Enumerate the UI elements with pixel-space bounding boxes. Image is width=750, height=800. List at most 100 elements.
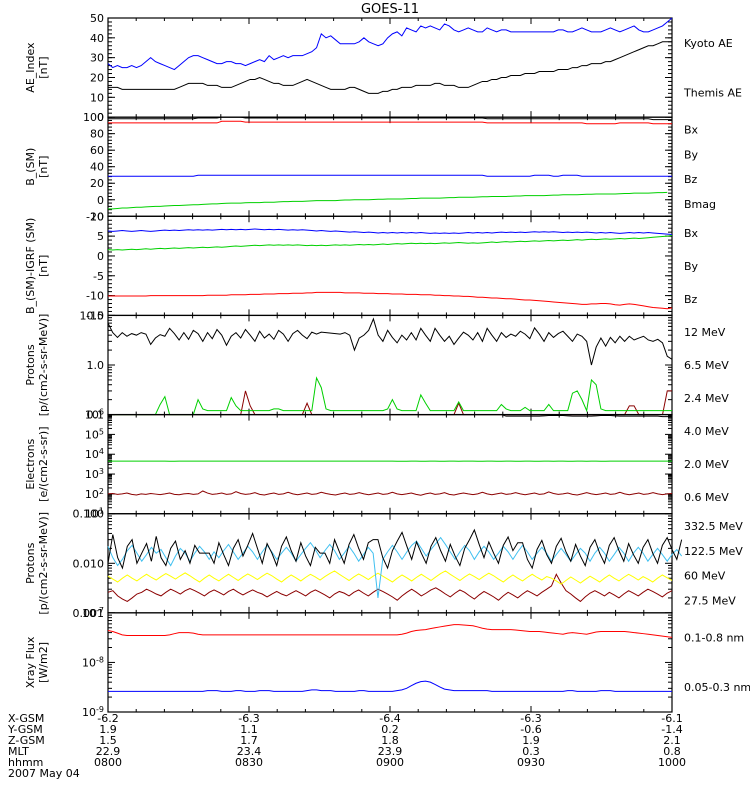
y-axis-label: B_(SM) xyxy=(24,148,37,186)
panel-frame xyxy=(107,612,673,713)
y-tick-label: 103 xyxy=(85,467,104,481)
panel-frame xyxy=(107,513,673,614)
axis-row-value: 1.9 xyxy=(99,723,117,736)
axis-row-value: 22.9 xyxy=(96,745,121,758)
y-tick-label: 100 xyxy=(83,111,104,124)
y-tick-label: 10.0 xyxy=(80,309,105,322)
y-axis-label: [nT] xyxy=(37,255,50,277)
series-line-0-1-0-8-nm xyxy=(107,624,673,638)
axis-row-value: -6.3 xyxy=(520,712,541,725)
series-line-2-4-mev xyxy=(107,317,673,366)
axis-row-value: 0.8 xyxy=(663,745,681,758)
y-tick-label: 0.100 xyxy=(73,508,105,521)
y-tick-label: -5 xyxy=(93,270,104,283)
axis-row-value: 0.2 xyxy=(381,723,399,736)
y-axis-label: [nT] xyxy=(37,156,50,178)
legend-label-2-0-mev: 2.0 MeV xyxy=(684,458,729,471)
series-line-60-mev xyxy=(107,536,683,598)
legend-label-0-1-0-8-nm: 0.1-0.8 nm xyxy=(684,632,744,645)
legend-label-122-5-mev: 122.5 MeV xyxy=(684,545,743,558)
y-tick-label: 10-7 xyxy=(82,606,104,620)
axis-row-label-mlt: MLT xyxy=(8,745,29,758)
y-tick-label: 30 xyxy=(90,52,104,65)
axis-row-value: -6.1 xyxy=(661,712,682,725)
series-line-bmag xyxy=(108,116,672,121)
series-line-bz xyxy=(108,291,673,310)
y-axis-label: Protons xyxy=(24,542,37,583)
legend-label-bmag: Bmag xyxy=(684,198,716,211)
y-tick-label: 0 xyxy=(97,250,104,263)
y-tick-label: 80 xyxy=(90,128,104,141)
panel-protons-low: 0.1 1.0 10.0 Protons [p/(cm2-s-sr-MeV)] 12 Me… xyxy=(24,309,729,421)
axis-row-value: 1.5 xyxy=(99,734,117,747)
y-tick-label: 10-8 xyxy=(82,655,104,669)
y-axis-label: AE_Index xyxy=(24,42,37,93)
y-axis-label: Electrons xyxy=(24,438,37,489)
series-line-122-5-mev xyxy=(107,570,673,585)
axis-row-label-z-gsm: Z-GSM xyxy=(8,734,45,747)
axis-row-value: 0800 xyxy=(94,756,122,769)
legend-label-0-05-0-3-nm: 0.05-0.3 nm xyxy=(684,681,750,694)
series-line-bx xyxy=(108,174,672,177)
legend-label-12-mev: 12 MeV xyxy=(684,326,726,339)
y-tick-label: 20 xyxy=(90,71,104,84)
y-axis-label: [nT] xyxy=(37,56,50,78)
series-line-4-0-mev xyxy=(107,490,673,496)
y-tick-label: 40 xyxy=(90,161,104,174)
y-tick-label: 0.001 xyxy=(73,607,105,620)
axis-row-label-hhmm: hhmm xyxy=(8,756,43,769)
series-line-0-6-mev xyxy=(108,414,672,418)
y-axis-label: Protons xyxy=(24,344,37,385)
legend-label-2-4-mev: 2.4 MeV xyxy=(684,392,729,405)
series-line-by xyxy=(107,234,673,251)
y-tick-label: 105 xyxy=(85,427,104,441)
axis-row-value: 1.8 xyxy=(381,734,399,747)
legend-label-bz: Bz xyxy=(684,173,698,186)
y-tick-label: 0 xyxy=(97,111,104,124)
axis-row-value: 2.1 xyxy=(663,734,681,747)
axis-row-value: 23.4 xyxy=(237,745,262,758)
y-tick-label: 1.0 xyxy=(87,359,105,372)
panel-b-sm-igrf: -15 -10 -5 0 5 10 B_(SM)-IGRF (SM) [nT] Bx By Bz xyxy=(24,210,699,322)
legend-label-by: By xyxy=(684,260,699,273)
y-tick-label: 106 xyxy=(85,408,104,422)
axis-row-value: 1.1 xyxy=(240,723,258,736)
y-tick-label: 50 xyxy=(90,12,104,25)
y-tick-label: 10 xyxy=(90,91,104,104)
y-tick-label: 101 xyxy=(85,507,104,521)
axis-row-label-y-gsm: Y-GSM xyxy=(7,723,43,736)
y-tick-label: 104 xyxy=(85,447,104,461)
y-tick-label: -10 xyxy=(86,290,104,303)
bottom-axis-annotations: X-GSM -6.2 -6.3 -6.4 -6.3 -6.1 Y-GSM 1.9 1.1 0.2 -… xyxy=(7,712,686,780)
panel-frame xyxy=(107,215,673,317)
axis-row-value: 0930 xyxy=(517,756,545,769)
y-axis-label: [p/(cm2-s-sr-MeV)] xyxy=(37,314,50,417)
series-line-bx xyxy=(107,228,673,236)
panel-frame xyxy=(107,413,673,515)
y-axis-label: B_(SM)-IGRF (SM) xyxy=(24,218,37,314)
y-tick-label: 0.1 xyxy=(87,409,105,422)
plot-title: GOES-11 xyxy=(361,2,419,17)
y-axis-label: [W/m2] xyxy=(37,642,50,683)
axis-row-value: 1000 xyxy=(658,756,686,769)
panel-frame xyxy=(107,314,673,416)
axis-row-value: -6.4 xyxy=(379,712,400,725)
legend-label-bx: Bx xyxy=(684,227,699,240)
y-tick-label: -20 xyxy=(86,210,104,223)
panel-xray-flux: 10-9 10-8 10-7 Xray Flux [W/m2] 0.1-0.8 nm 0.0… xyxy=(24,606,750,719)
legend-label-bz: Bz xyxy=(684,293,698,306)
axis-row-label-x-gsm: X-GSM xyxy=(8,712,44,725)
y-tick-label: 60 xyxy=(90,144,104,157)
y-tick-label: -15 xyxy=(86,309,104,322)
legend-label-60-mev: 60 MeV xyxy=(684,570,726,583)
series-line-kyoto-ae xyxy=(107,17,673,71)
date-label: 2007 May 04 xyxy=(8,767,80,780)
y-axis-label: [p/(cm2-s-sr-MeV)] xyxy=(37,512,50,615)
panel-protons-high: 0.001 0.010 0.100 Protons [p/(cm2-s-sr-MeV)]… xyxy=(24,508,743,620)
y-tick-label: 5 xyxy=(97,230,104,243)
legend-label-bx: Bx xyxy=(684,124,699,137)
y-tick-label: 0 xyxy=(97,194,104,207)
